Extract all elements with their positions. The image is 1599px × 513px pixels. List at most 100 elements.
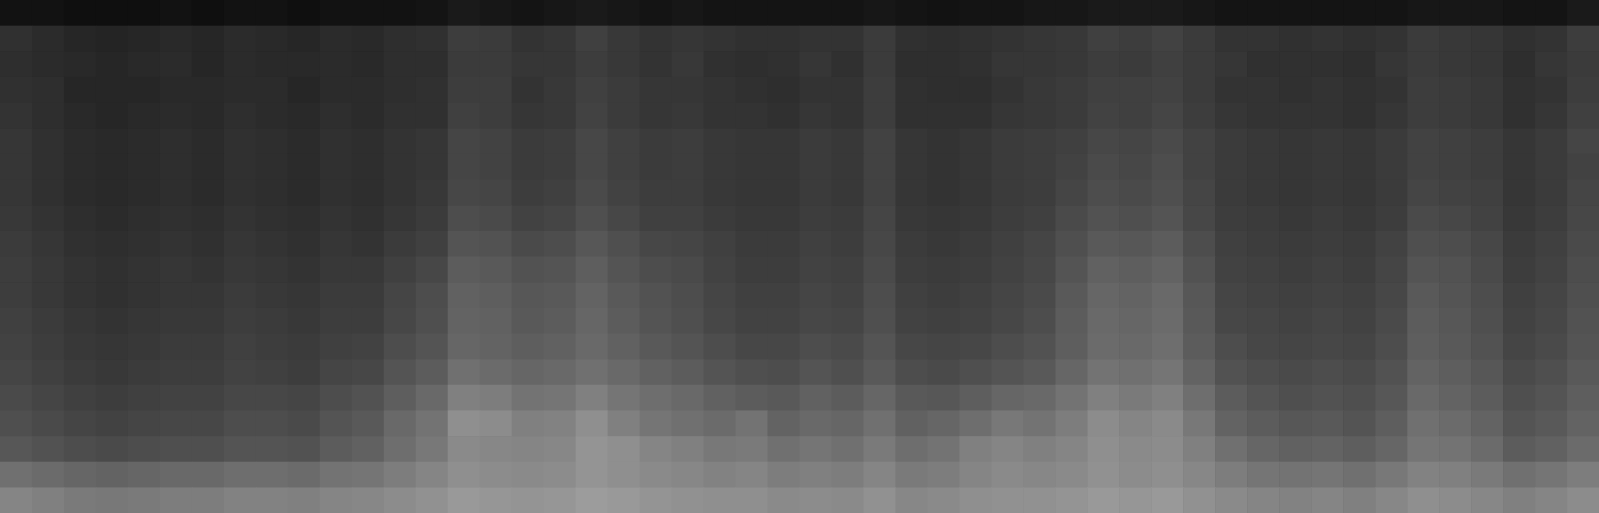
cell	[512, 205, 545, 231]
cell	[224, 308, 257, 334]
cell	[672, 77, 705, 103]
cell	[831, 51, 864, 77]
cell	[736, 487, 769, 513]
cell	[128, 51, 161, 77]
cell	[672, 231, 705, 257]
cell	[863, 26, 896, 52]
cell	[544, 51, 577, 77]
cell	[1279, 128, 1312, 154]
cell	[672, 487, 705, 513]
cell	[1087, 359, 1120, 385]
cell	[416, 231, 449, 257]
cell	[1375, 436, 1408, 462]
cell	[512, 154, 545, 180]
cell	[192, 205, 225, 231]
cell	[1343, 436, 1376, 462]
cell	[1535, 410, 1568, 436]
cell	[1247, 462, 1280, 488]
cell	[288, 26, 321, 52]
cell	[320, 103, 353, 129]
cell	[608, 77, 641, 103]
cell	[320, 308, 353, 334]
cell	[863, 359, 896, 385]
cell	[1503, 436, 1536, 462]
cell	[1183, 51, 1216, 77]
cell	[256, 462, 289, 488]
cell	[1215, 103, 1248, 129]
cell	[1503, 410, 1536, 436]
cell	[736, 282, 769, 308]
cell	[1471, 282, 1504, 308]
cell	[672, 385, 705, 411]
cell	[480, 77, 513, 103]
cell	[64, 436, 97, 462]
cell	[768, 282, 801, 308]
cell	[927, 231, 960, 257]
cell	[1119, 282, 1152, 308]
cell	[991, 231, 1024, 257]
cell	[927, 487, 960, 513]
cell	[96, 51, 129, 77]
cell	[384, 257, 417, 283]
cell	[480, 308, 513, 334]
cell	[64, 487, 97, 513]
cell	[320, 410, 353, 436]
cell	[160, 333, 193, 359]
cell	[192, 26, 225, 52]
cell	[160, 231, 193, 257]
cell	[640, 128, 673, 154]
cell	[576, 103, 609, 129]
cell	[128, 282, 161, 308]
cell	[480, 154, 513, 180]
cell	[192, 77, 225, 103]
cell	[927, 128, 960, 154]
cell	[1503, 359, 1536, 385]
cell	[32, 128, 65, 154]
cell	[1503, 487, 1536, 513]
cell	[1023, 333, 1056, 359]
cell	[800, 205, 833, 231]
cell	[959, 103, 992, 129]
cell	[384, 282, 417, 308]
cell	[1375, 385, 1408, 411]
cell	[288, 205, 321, 231]
cell	[736, 51, 769, 77]
cell	[320, 128, 353, 154]
cell	[1311, 385, 1344, 411]
cell	[160, 103, 193, 129]
cell	[863, 282, 896, 308]
cell	[448, 385, 481, 411]
cell	[576, 154, 609, 180]
cell	[1567, 410, 1599, 436]
cell	[895, 103, 928, 129]
cell	[1215, 359, 1248, 385]
cell	[544, 257, 577, 283]
cell	[96, 0, 129, 26]
cell	[991, 0, 1024, 26]
cell	[1375, 77, 1408, 103]
cell	[1119, 51, 1152, 77]
cell	[1055, 0, 1088, 26]
cell	[1567, 308, 1599, 334]
cell	[1183, 308, 1216, 334]
cell	[895, 26, 928, 52]
cell	[991, 333, 1024, 359]
cell	[1439, 436, 1472, 462]
cell	[96, 487, 129, 513]
cell	[192, 436, 225, 462]
cell	[416, 26, 449, 52]
cell	[1183, 205, 1216, 231]
cell	[1279, 282, 1312, 308]
cell	[1087, 257, 1120, 283]
cell	[1567, 257, 1599, 283]
cell	[640, 359, 673, 385]
cell	[608, 282, 641, 308]
cell	[1247, 0, 1280, 26]
cell	[1279, 333, 1312, 359]
cell	[831, 180, 864, 206]
cell	[384, 205, 417, 231]
cell	[128, 231, 161, 257]
cell	[863, 462, 896, 488]
cell	[1503, 154, 1536, 180]
cell	[1343, 462, 1376, 488]
